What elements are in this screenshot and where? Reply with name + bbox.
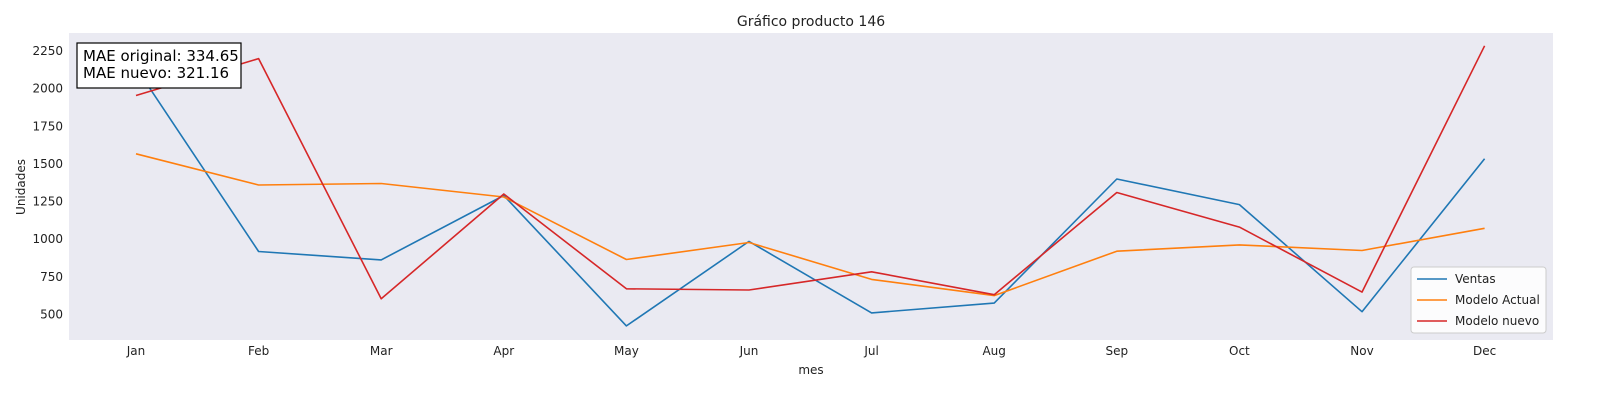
y-tick-label: 2000 (32, 82, 63, 96)
legend-label: Modelo nuevo (1455, 314, 1539, 328)
y-tick-label: 2250 (32, 44, 63, 58)
y-tick-label: 1000 (32, 232, 63, 246)
y-axis-ticks: 500 750 1000 1250 1500 1750 2000 2250 (32, 44, 63, 321)
series-lines (135, 45, 1486, 327)
x-tick-label: Jul (863, 344, 878, 358)
x-tick-label: Aug (982, 344, 1005, 358)
y-axis-label: Unidades (14, 159, 28, 215)
x-axis-label: mes (798, 363, 823, 377)
legend: Ventas Modelo Actual Modelo nuevo (1410, 266, 1547, 334)
mae-new-text: MAE nuevo: 321.16 (83, 64, 229, 82)
legend-label: Modelo Actual (1455, 293, 1540, 307)
x-tick-label: Nov (1350, 344, 1373, 358)
legend-label: Ventas (1455, 272, 1496, 286)
x-tick-label: Feb (248, 344, 269, 358)
x-tick-label: Jun (739, 344, 759, 358)
mae-original-text: MAE original: 334.65 (83, 47, 239, 65)
x-tick-label: Sep (1105, 344, 1128, 358)
chart-title: Gráfico producto 146 (737, 14, 885, 30)
series-line-1 (135, 153, 1485, 297)
mae-annotation-box (76, 42, 242, 89)
x-tick-label: Oct (1229, 344, 1250, 358)
x-tick-label: Dec (1473, 344, 1496, 358)
x-tick-label: Jan (126, 344, 146, 358)
y-tick-label: 750 (40, 270, 63, 284)
series-line-2 (135, 45, 1486, 300)
x-axis-ticks: Jan Feb Mar Apr May Jun Jul Aug Sep Oct Nov Dec (126, 344, 1496, 358)
y-tick-label: 500 (40, 307, 63, 321)
x-tick-label: Mar (370, 344, 393, 358)
legend-box (1410, 266, 1547, 334)
plot-area (69, 33, 1553, 340)
y-tick-label: 1500 (32, 157, 63, 171)
x-tick-label: Apr (493, 344, 514, 358)
y-tick-label: 1750 (32, 119, 63, 133)
mae-annotation: MAE original: 334.65 MAE nuevo: 321.16 (76, 42, 242, 89)
x-tick-label: May (614, 344, 639, 358)
y-tick-label: 1250 (32, 195, 63, 209)
